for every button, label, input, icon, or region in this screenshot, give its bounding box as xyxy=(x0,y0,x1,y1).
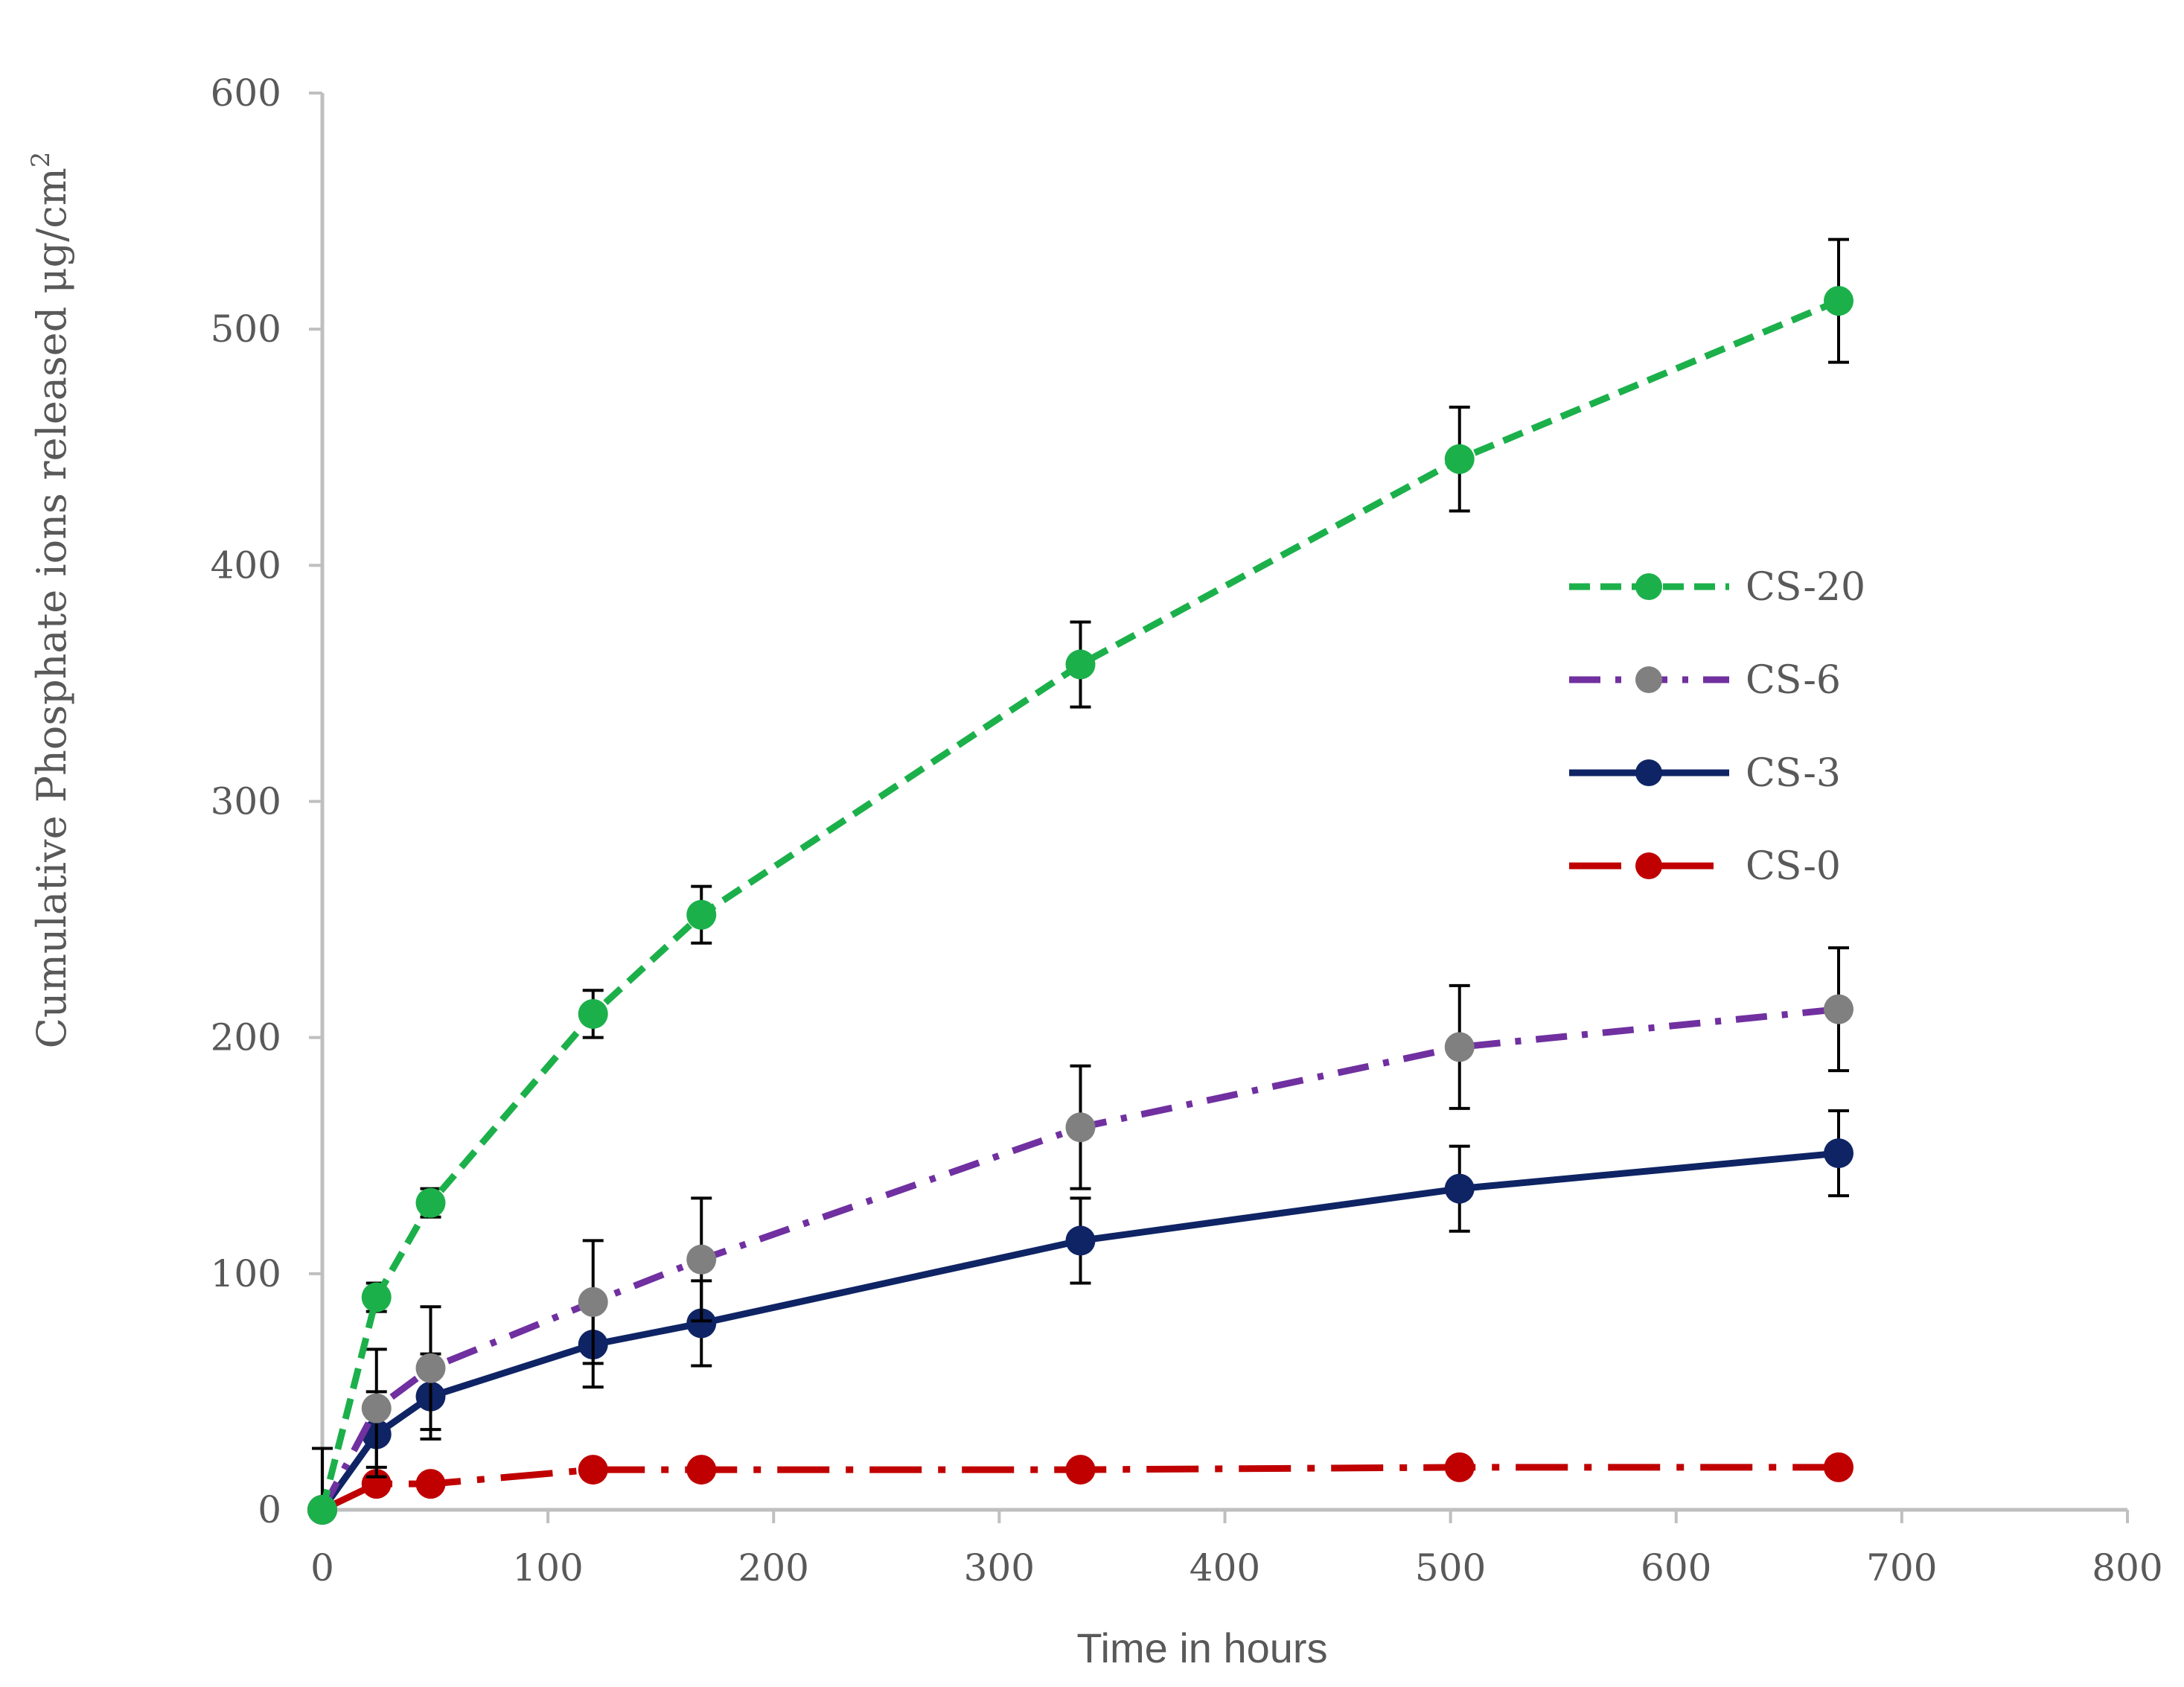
data-point-cs-20 xyxy=(578,998,608,1029)
y-axis-ticks: 0 100 200 300 400 500 600 xyxy=(211,71,322,1531)
x-tick-label: 800 xyxy=(2092,1546,2162,1589)
series-line-cs-6 xyxy=(319,1006,1839,1512)
legend-item-cs-0: CS-0 xyxy=(1569,844,1841,889)
data-point-cs-0 xyxy=(1444,1452,1475,1482)
x-tick-label: 100 xyxy=(512,1546,583,1589)
data-point-cs-6 xyxy=(686,1244,717,1275)
y-tick-label: 100 xyxy=(211,1252,281,1295)
y-tick-label: 0 xyxy=(258,1488,281,1531)
series-cs-0 xyxy=(307,1452,1853,1525)
series-cs-20 xyxy=(307,237,1853,1525)
y-axis-title-text: Cumulative Phosphate ions released μg/cm xyxy=(28,168,75,1048)
data-point-cs-6 xyxy=(361,1393,392,1423)
y-tick-label: 200 xyxy=(211,1016,281,1059)
data-point-cs-6 xyxy=(578,1286,608,1317)
data-point-cs-20 xyxy=(1444,444,1475,474)
legend-marker-cs-6 xyxy=(1635,666,1662,693)
x-tick-label: 500 xyxy=(1415,1546,1486,1589)
data-point-cs-0 xyxy=(686,1455,717,1485)
data-point-cs-20 xyxy=(361,1282,392,1313)
legend-label-cs-20: CS-20 xyxy=(1746,565,1865,610)
series-cs-6 xyxy=(307,946,1853,1525)
data-point-cs-20 xyxy=(1824,286,1853,316)
legend-item-cs-20: CS-20 xyxy=(1569,565,1865,610)
legend-label-cs-0: CS-0 xyxy=(1746,844,1841,889)
legend: CS-20 CS-6 CS-3 CS-0 xyxy=(1569,565,1865,889)
x-tick-label: 600 xyxy=(1641,1546,1711,1589)
x-tick-label: 700 xyxy=(1866,1546,1937,1589)
legend-item-cs-3: CS-3 xyxy=(1569,751,1841,796)
x-tick-label: 0 xyxy=(310,1546,334,1589)
legend-marker-cs-20 xyxy=(1635,573,1662,600)
data-point-cs-3 xyxy=(686,1308,717,1339)
data-point-cs-20 xyxy=(307,1495,337,1525)
data-point-cs-3 xyxy=(1065,1225,1096,1256)
y-tick-label: 400 xyxy=(211,543,281,587)
data-point-cs-0 xyxy=(1824,1452,1853,1482)
x-tick-label: 300 xyxy=(964,1546,1035,1589)
data-point-cs-0 xyxy=(578,1455,608,1485)
y-tick-label: 500 xyxy=(211,307,281,351)
y-axis-title-superscript: 2 xyxy=(26,152,56,168)
y-axis-title: Cumulative Phosphate ions released μg/cm… xyxy=(26,152,75,1049)
data-point-cs-20 xyxy=(686,899,717,930)
data-point-cs-0 xyxy=(1065,1455,1096,1485)
data-point-cs-6 xyxy=(1824,994,1853,1024)
data-point-cs-3 xyxy=(1824,1138,1853,1169)
series-layer xyxy=(307,237,1853,1525)
legend-label-cs-3: CS-3 xyxy=(1746,751,1841,796)
data-point-cs-20 xyxy=(415,1187,446,1218)
data-point-cs-20 xyxy=(1065,649,1096,680)
y-tick-label: 600 xyxy=(211,71,281,115)
data-point-cs-6 xyxy=(1444,1032,1475,1062)
legend-label-cs-6: CS-6 xyxy=(1746,658,1841,703)
data-point-cs-0 xyxy=(415,1469,446,1499)
data-point-cs-6 xyxy=(415,1353,446,1383)
x-tick-label: 400 xyxy=(1190,1546,1260,1589)
legend-marker-cs-0 xyxy=(1635,852,1662,879)
x-tick-label: 200 xyxy=(738,1546,809,1589)
y-tick-label: 300 xyxy=(211,780,281,823)
x-axis-ticks: 0 100 200 300 400 500 600 700 800 xyxy=(310,1510,2163,1589)
data-point-cs-6 xyxy=(1065,1112,1096,1143)
legend-marker-cs-3 xyxy=(1635,759,1662,786)
x-axis-title: Time in hours xyxy=(1076,1624,1327,1671)
series-line-cs-20 xyxy=(319,297,1840,1511)
legend-item-cs-6: CS-6 xyxy=(1569,658,1841,703)
data-point-cs-3 xyxy=(1444,1173,1475,1204)
